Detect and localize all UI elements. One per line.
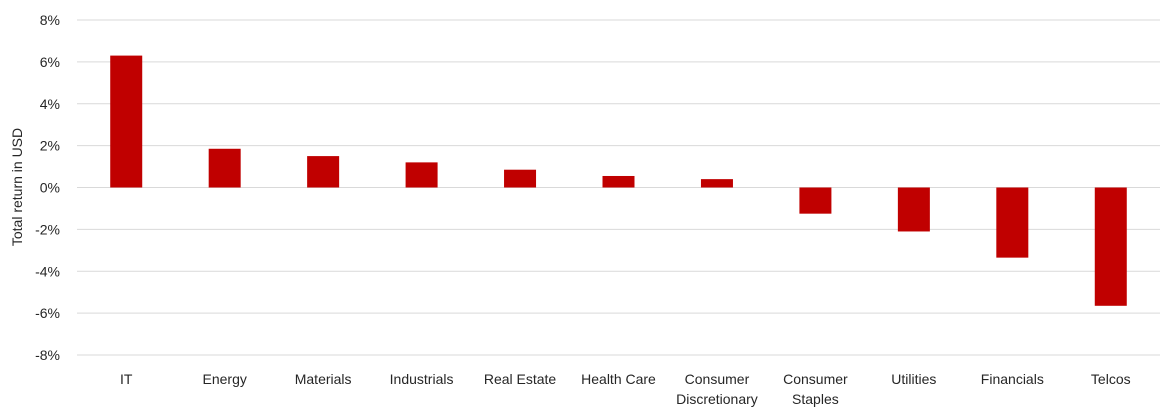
x-category-label: Industrials	[390, 371, 454, 387]
x-category-label: Energy	[203, 371, 247, 387]
x-category-label: Consumer Staples	[783, 371, 848, 407]
y-axis-tick-labels: 8% 6% 4% 2% 0% -2% -4% -6% -8%	[35, 12, 60, 363]
bar-utilities	[897, 187, 930, 232]
y-tick-label: -6%	[35, 305, 60, 321]
y-tick-label: 6%	[40, 54, 60, 70]
y-tick-label: -2%	[35, 221, 60, 237]
x-category-label: Telcos	[1091, 371, 1131, 387]
x-category-label: Health Care	[581, 371, 656, 387]
x-category-label: Materials	[295, 371, 352, 387]
bars	[110, 55, 1127, 306]
bar-health-care	[602, 175, 635, 188]
bar-energy	[208, 148, 241, 188]
y-tick-label: 8%	[40, 12, 60, 28]
bar-industrials	[405, 162, 438, 188]
y-tick-label: 0%	[40, 180, 60, 196]
x-category-label: IT	[120, 371, 133, 387]
x-category-label: Consumer Discretionary	[676, 371, 758, 407]
bar-materials	[307, 156, 340, 188]
x-category-label: Utilities	[891, 371, 936, 387]
y-tick-label: -4%	[35, 263, 60, 279]
x-category-label: Real Estate	[484, 371, 557, 387]
x-axis-category-labels: IT Energy Materials Industrials Real Estate H…	[120, 371, 1131, 407]
bar-financials	[996, 187, 1029, 258]
y-tick-label: 2%	[40, 138, 60, 154]
y-axis-label: Total return in USD	[9, 128, 25, 246]
x-category-label: Financials	[981, 371, 1044, 387]
bar-consumer-discretionary	[700, 179, 733, 188]
y-tick-label: 4%	[40, 96, 60, 112]
y-tick-label: -8%	[35, 347, 60, 363]
bar-it	[110, 55, 143, 188]
bar-real-estate	[504, 169, 537, 188]
bar-consumer-staples	[799, 187, 832, 214]
bar-telcos	[1094, 187, 1127, 306]
